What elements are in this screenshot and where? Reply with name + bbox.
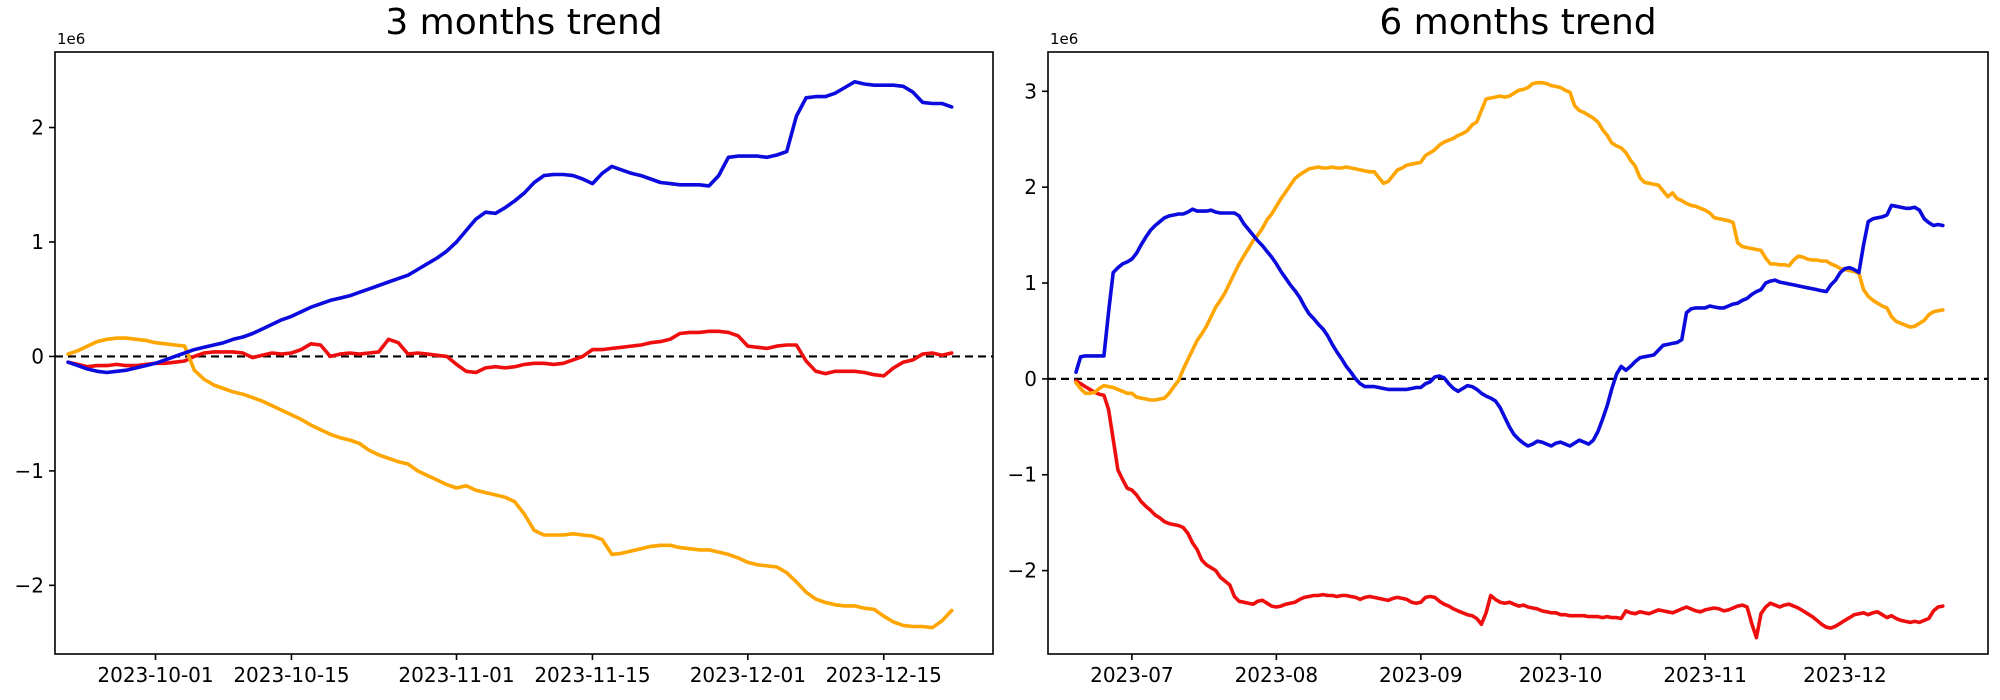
axis-offset-label: 1e6 — [1050, 30, 1078, 48]
series-blue — [66, 80, 954, 375]
x-tick-label: 2023-09 — [1379, 663, 1463, 687]
x-tick-label: 2023-10-01 — [97, 663, 213, 687]
chart-3-months-trend: −2 −1 0 1 2 2023-10-01 2023-10-15 2023-11-01 202… — [15, 2, 994, 687]
y-tick-label: 2 — [31, 116, 44, 140]
axis-offset-label: 1e6 — [57, 30, 85, 48]
series-orange — [1074, 80, 1945, 402]
x-tick-label: 2023-11-15 — [534, 663, 650, 687]
chart-6-months-trend: −2 −1 0 1 2 3 2023-07 2023-08 2023-09 2023-10 2023… — [1008, 2, 1989, 687]
series-red — [1074, 378, 1945, 640]
series-orange — [66, 336, 954, 630]
y-tick-label: −1 — [1008, 463, 1037, 487]
series-blue — [1074, 203, 1945, 448]
plot-border — [54, 51, 994, 655]
x-tick-label: 2023-07 — [1090, 663, 1174, 687]
x-tick-label: 2023-08 — [1235, 663, 1319, 687]
y-tick-label: −2 — [15, 573, 44, 597]
y-tick-label: 1 — [31, 230, 44, 254]
x-tick-label: 2023-11 — [1663, 663, 1747, 687]
series-red — [66, 329, 954, 378]
chart-title: 6 months trend — [1379, 2, 1656, 43]
x-tick-label: 2023-10 — [1519, 663, 1603, 687]
x-tick-label: 2023-11-01 — [398, 663, 514, 687]
x-tick-label: 2023-12-01 — [690, 663, 806, 687]
y-tick-label: 3 — [1024, 79, 1037, 103]
x-tick-label: 2023-12 — [1803, 663, 1887, 687]
y-tick-label: 0 — [31, 344, 44, 368]
y-tick-label: −2 — [1008, 559, 1037, 583]
y-tick-label: 0 — [1024, 367, 1037, 391]
x-tick-label: 2023-10-15 — [233, 663, 349, 687]
chart-title: 3 months trend — [385, 2, 662, 43]
x-tick-label: 2023-12-15 — [826, 663, 942, 687]
y-tick-label: 2 — [1024, 175, 1037, 199]
y-tick-label: −1 — [15, 459, 44, 483]
y-tick-label: 1 — [1024, 271, 1037, 295]
plot-border — [1047, 51, 1989, 655]
